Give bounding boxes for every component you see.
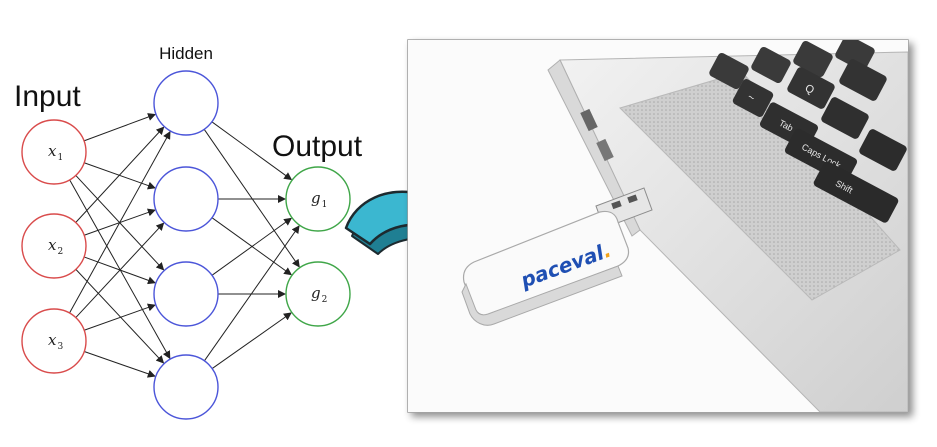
hidden-output-edge	[211, 312, 292, 369]
input-hidden-edge	[69, 130, 171, 314]
svg-text:g2: g2	[311, 284, 327, 305]
input-hidden-edge	[84, 351, 156, 378]
hidden-output-edge	[203, 225, 300, 362]
input-hidden-edge	[83, 303, 156, 331]
input-node: x1	[21, 119, 87, 185]
input-node: x3	[21, 308, 87, 374]
output-node-label: g	[311, 189, 321, 207]
input-layer-label: Input	[14, 80, 81, 113]
hidden-output-edge	[203, 129, 300, 268]
hidden-node	[153, 166, 219, 232]
input-hidden-edge	[83, 113, 157, 142]
svg-text:x3: x3	[48, 331, 63, 352]
input-hidden-edge	[75, 222, 165, 318]
input-node: x2	[21, 213, 87, 279]
input-node-label: x	[48, 331, 57, 349]
usb-stick: paceval.	[461, 187, 653, 326]
input-node-subscript: 1	[57, 153, 63, 163]
input-hidden-edge	[75, 126, 165, 223]
output-node-subscript: 2	[322, 295, 328, 305]
hidden-output-edge	[211, 121, 293, 181]
hidden-node	[153, 354, 219, 420]
input-hidden-edge	[69, 179, 171, 360]
laptop: ~ Q Tab Caps Lock Shift	[547, 40, 908, 412]
network-edges	[69, 113, 300, 378]
output-node: g1	[285, 166, 351, 232]
output-node: g2	[285, 261, 351, 327]
key-label: ~	[745, 91, 756, 105]
usb-laptop-photo: ~ Q Tab Caps Lock Shift	[407, 39, 909, 413]
hidden-node	[153, 261, 219, 327]
speaker-grille	[619, 71, 901, 301]
svg-text:x2: x2	[48, 236, 63, 257]
output-layer-label: Output	[272, 130, 363, 163]
input-hidden-edge	[75, 269, 165, 364]
input-node-label: x	[48, 142, 57, 160]
hidden-layer-label: Hidden	[159, 44, 213, 63]
input-node-label: x	[48, 236, 57, 254]
usb-port	[580, 108, 598, 132]
neural-network-diagram: Input Hidden Output x1 x2 x3 g1 g2	[14, 44, 363, 420]
keyboard: ~ Q Tab Caps Lock Shift	[709, 40, 907, 223]
output-node-label: g	[311, 284, 321, 302]
input-node-subscript: 3	[57, 342, 63, 352]
usb-port	[596, 138, 614, 162]
svg-text:g1: g1	[311, 189, 327, 210]
output-node-subscript: 1	[322, 200, 328, 210]
hidden-output-edge	[211, 217, 293, 276]
svg-text:x1: x1	[48, 142, 63, 163]
input-node-subscript: 2	[57, 247, 63, 257]
hidden-node	[153, 70, 219, 136]
